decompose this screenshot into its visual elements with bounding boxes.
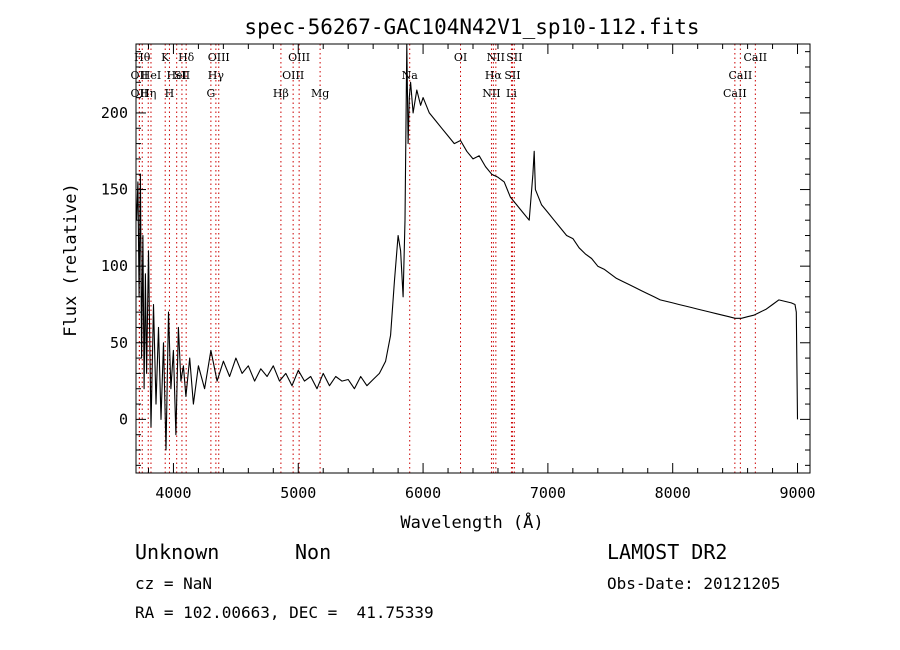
line-marker-label: Hβ xyxy=(273,87,289,100)
line-marker-label: Hδ xyxy=(178,51,195,64)
line-marker-label: OII xyxy=(131,69,149,82)
x-tick-label: 7000 xyxy=(530,484,566,502)
y-tick-label: 50 xyxy=(110,334,128,352)
x-tick-label: 6000 xyxy=(405,484,441,502)
plot-frame xyxy=(135,43,811,474)
line-marker-label: CaII xyxy=(729,69,753,82)
line-marker-label: SII xyxy=(504,69,520,82)
series-group xyxy=(136,43,799,451)
line-marker-label: SII xyxy=(174,69,190,82)
line-marker-label: Hγ xyxy=(208,69,225,82)
line-marker-label: Hθ xyxy=(134,51,151,64)
line-marker-label: HeI xyxy=(166,69,186,82)
x-axis-label: Wavelength (Å) xyxy=(400,511,543,533)
x-tick-label: 8000 xyxy=(655,484,691,502)
survey-name: LAMOST DR2 xyxy=(607,540,728,564)
y-tick-label: 100 xyxy=(101,257,128,275)
line-marker-label: SII xyxy=(506,51,522,64)
line-marker-label: NII xyxy=(482,87,500,100)
y-tick-label: 150 xyxy=(101,181,128,199)
line-marker-label: Hα xyxy=(485,69,503,82)
observation-date: Obs-Date: 20121205 xyxy=(607,574,781,593)
line-marker-label: Hη xyxy=(140,87,156,100)
line-marker-label: OIII xyxy=(208,51,230,64)
line-marker-label: Li xyxy=(506,87,517,100)
line-marker-label: CaII xyxy=(723,87,747,100)
x-tick-label: 4000 xyxy=(155,484,191,502)
coordinates: RA = 102.00663, DEC = 41.75339 xyxy=(135,603,434,622)
line-marker-label: K xyxy=(161,51,170,64)
spectral-class: Unknown xyxy=(135,540,220,564)
line-marker-label: NII xyxy=(487,51,505,64)
line-marker-labels: OIIOIIHθHηHeIKHHeISIIHδGHγOIIIHβOIIIOIII… xyxy=(131,51,768,100)
line-marker-label: CaII xyxy=(743,51,767,64)
spectrum-series xyxy=(136,43,799,451)
redshift-value: cz = NaN xyxy=(135,574,213,593)
line-marker-label: OIII xyxy=(288,51,310,64)
x-tick-label: 9000 xyxy=(779,484,815,502)
line-marker-label: H xyxy=(165,87,175,100)
y-axis-label: Flux (relative) xyxy=(61,183,81,337)
x-tick-label: 5000 xyxy=(280,484,316,502)
line-marker-label: Mg xyxy=(311,87,329,100)
line-marker-label: OI xyxy=(454,51,467,64)
line-marker-label: Na xyxy=(402,69,419,82)
y-tick-label: 200 xyxy=(101,104,128,122)
y-tick-label: 0 xyxy=(119,410,128,428)
line-marker-label: G xyxy=(206,87,215,100)
spectral-subclass: Non xyxy=(295,540,332,564)
axes: 4000 5000 6000 7000 8000 9000 0 50 100 150 200 xyxy=(101,43,816,502)
line-marker-label: HeI xyxy=(141,69,161,82)
chart-title: spec-56267-GAC104N42V1_sp10-112.fits xyxy=(244,15,699,39)
line-marker-label: OIII xyxy=(282,69,304,82)
line-marker-label: OII xyxy=(131,87,149,100)
line-markers xyxy=(138,44,756,473)
